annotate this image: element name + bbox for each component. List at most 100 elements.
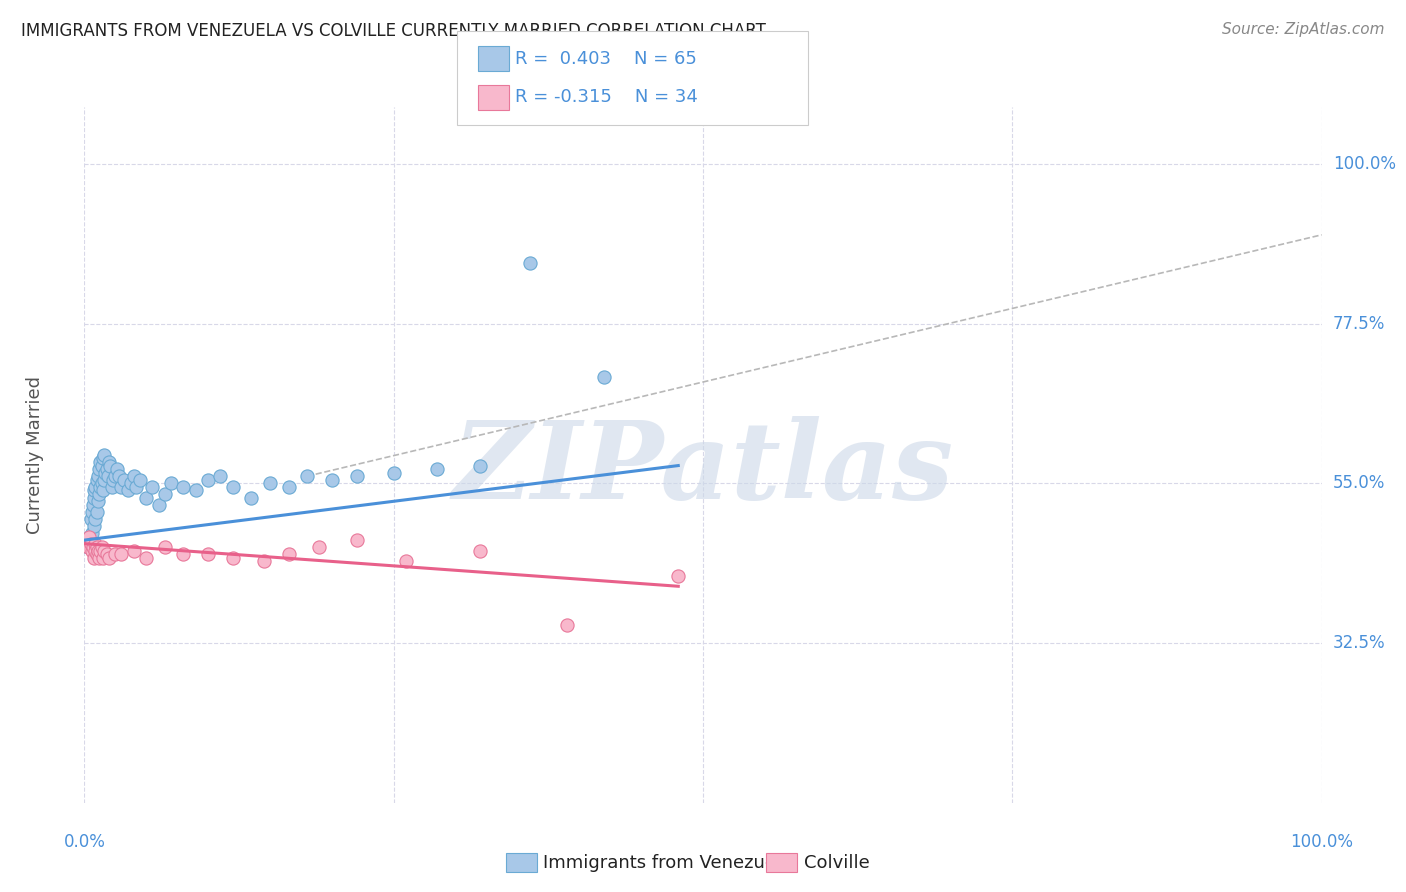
Point	[209, 469, 232, 483]
Point	[89, 462, 111, 476]
Point	[253, 554, 276, 568]
Point	[83, 550, 105, 565]
Point	[89, 487, 111, 501]
Point	[153, 487, 176, 501]
Point	[86, 547, 108, 561]
Point	[321, 473, 343, 487]
Point	[141, 480, 163, 494]
Point	[79, 533, 101, 548]
Point	[105, 462, 128, 476]
Point	[77, 540, 100, 554]
Point	[96, 547, 118, 561]
Point	[104, 469, 127, 483]
Point	[90, 458, 112, 473]
Point	[79, 536, 101, 550]
Point	[222, 550, 245, 565]
Text: Currently Married: Currently Married	[25, 376, 44, 534]
Point	[197, 473, 219, 487]
Point	[91, 550, 114, 565]
Text: 100.0%: 100.0%	[1291, 833, 1353, 851]
Point	[172, 547, 194, 561]
Point	[96, 462, 118, 476]
Point	[104, 547, 127, 561]
Point	[117, 483, 139, 498]
Text: R =  0.403    N = 65: R = 0.403 N = 65	[515, 50, 696, 68]
Point	[277, 547, 299, 561]
Point	[100, 480, 122, 494]
Point	[382, 466, 405, 480]
Point	[129, 473, 152, 487]
Point	[470, 543, 492, 558]
Point	[86, 540, 108, 554]
Point	[77, 540, 100, 554]
Point	[120, 476, 142, 491]
Point	[89, 543, 111, 558]
Point	[125, 480, 148, 494]
Point	[346, 469, 368, 483]
Point	[101, 473, 124, 487]
Point	[90, 476, 112, 491]
Point	[259, 476, 281, 491]
Point	[346, 533, 368, 548]
Text: R = -0.315    N = 34: R = -0.315 N = 34	[515, 88, 697, 106]
Point	[110, 547, 132, 561]
Point	[122, 469, 145, 483]
Point	[112, 473, 135, 487]
Point	[184, 483, 207, 498]
Point	[82, 536, 104, 550]
Point	[91, 483, 114, 498]
Point	[83, 519, 105, 533]
Point	[79, 512, 101, 526]
Point	[84, 480, 107, 494]
Point	[87, 494, 110, 508]
Point	[135, 550, 157, 565]
Point	[94, 466, 117, 480]
Point	[93, 543, 115, 558]
Point	[277, 480, 299, 494]
Point	[172, 480, 194, 494]
Point	[80, 543, 103, 558]
Point	[83, 491, 105, 505]
Point	[80, 505, 103, 519]
Point	[98, 458, 121, 473]
Text: Immigrants from Venezuela: Immigrants from Venezuela	[543, 854, 792, 871]
Point	[295, 469, 318, 483]
Point	[110, 480, 132, 494]
Point	[87, 543, 110, 558]
Point	[87, 469, 110, 483]
Point	[79, 530, 101, 544]
Point	[84, 536, 107, 550]
Point	[89, 550, 111, 565]
Point	[98, 455, 121, 469]
Point	[91, 451, 114, 466]
Point	[555, 618, 578, 632]
Text: 100.0%: 100.0%	[1333, 155, 1396, 173]
Point	[86, 505, 108, 519]
Point	[93, 448, 115, 462]
Point	[82, 498, 104, 512]
Text: 32.5%: 32.5%	[1333, 634, 1385, 652]
Point	[84, 512, 107, 526]
Text: IMMIGRANTS FROM VENEZUELA VS COLVILLE CURRENTLY MARRIED CORRELATION CHART: IMMIGRANTS FROM VENEZUELA VS COLVILLE CU…	[21, 22, 766, 40]
Point	[89, 480, 111, 494]
Point	[90, 540, 112, 554]
Point	[93, 473, 115, 487]
Point	[84, 543, 107, 558]
Point	[222, 480, 245, 494]
Point	[395, 554, 418, 568]
Point	[426, 462, 449, 476]
Text: 0.0%: 0.0%	[63, 833, 105, 851]
Point	[83, 483, 105, 498]
Point	[135, 491, 157, 505]
Text: Source: ZipAtlas.com: Source: ZipAtlas.com	[1222, 22, 1385, 37]
Point	[197, 547, 219, 561]
Text: 55.0%: 55.0%	[1333, 475, 1385, 492]
Point	[160, 476, 183, 491]
Point	[89, 455, 111, 469]
Point	[82, 540, 104, 554]
Point	[593, 369, 616, 384]
Point	[97, 469, 120, 483]
Point	[470, 458, 492, 473]
Point	[308, 540, 330, 554]
Point	[519, 256, 541, 270]
